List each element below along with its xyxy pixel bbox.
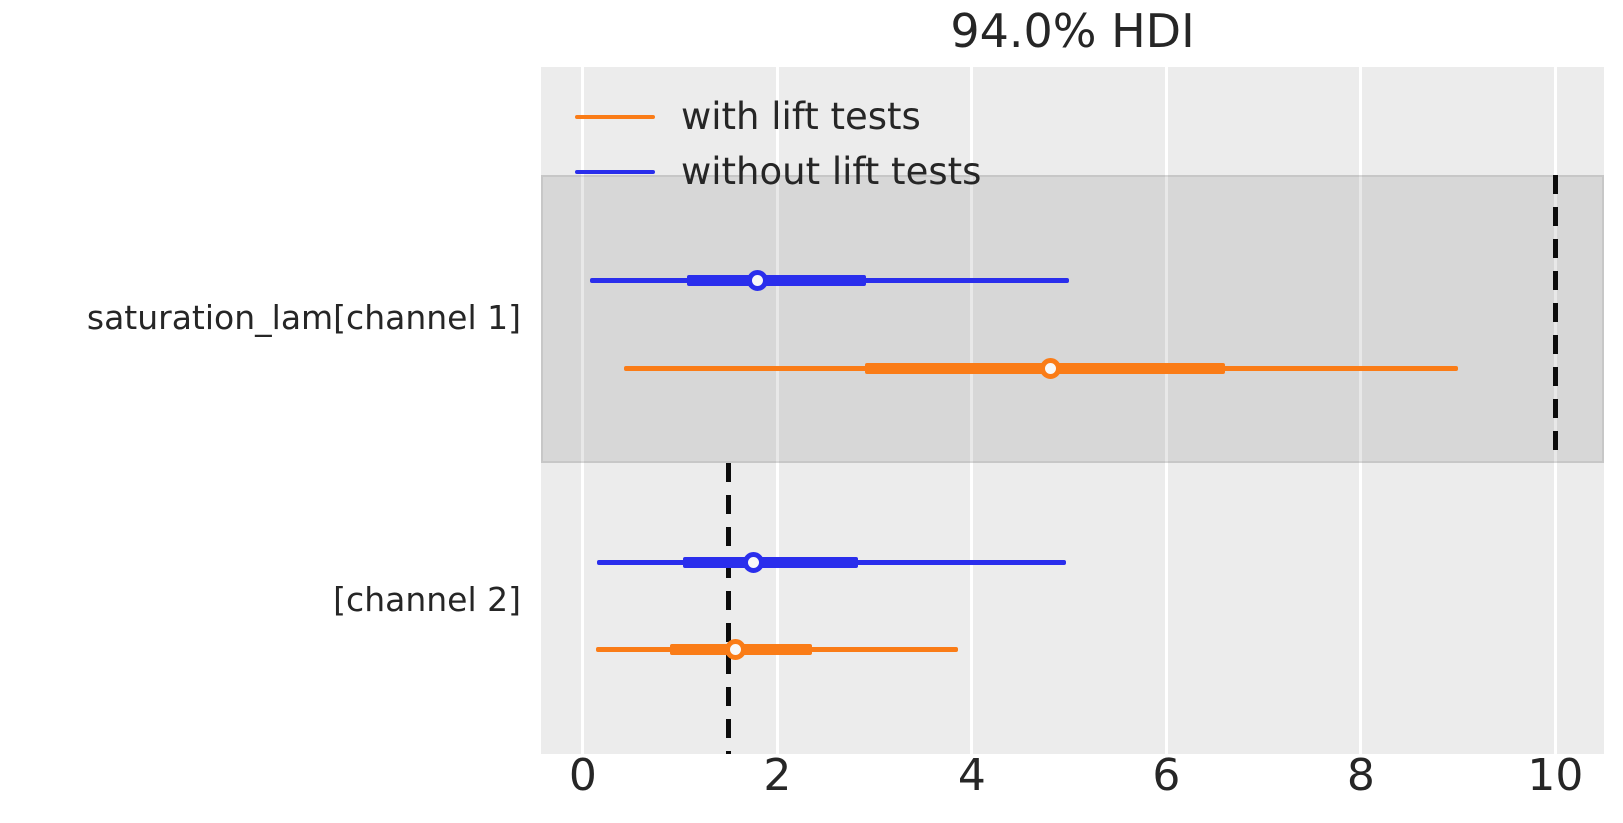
legend-label-with-lift-tests: with lift tests xyxy=(681,95,921,138)
reference-line-10 xyxy=(1552,175,1558,463)
iqr-line xyxy=(682,556,859,568)
row-shading-band xyxy=(541,175,1604,463)
legend-item-without-lift-tests: without lift tests xyxy=(575,144,981,199)
legend-item-with-lift-tests: with lift tests xyxy=(575,89,981,144)
gridline-x-6 xyxy=(1164,67,1168,754)
median-marker xyxy=(747,269,769,291)
median-marker xyxy=(725,638,746,660)
gridline-x-2 xyxy=(775,67,779,754)
iqr-line xyxy=(686,274,866,286)
x-tick-label-10: 10 xyxy=(1527,750,1584,801)
gridline-x-4 xyxy=(970,67,974,754)
y-axis-label-channel-1: saturation_lam[channel 1] xyxy=(86,298,521,337)
gridline-x-0 xyxy=(581,67,585,754)
x-tick-label-6: 6 xyxy=(1152,750,1181,801)
legend-line-with-lift-tests-icon xyxy=(575,114,655,119)
median-marker xyxy=(742,551,764,573)
legend: with lift tests without lift tests xyxy=(575,89,981,199)
x-tick-label-0: 0 xyxy=(568,750,597,801)
chart-title: 94.0% HDI xyxy=(950,4,1195,58)
y-axis-label-channel-2: [channel 2] xyxy=(333,580,521,619)
plot-area: with lift tests without lift tests xyxy=(541,67,1604,754)
gridline-x-8 xyxy=(1359,67,1363,754)
x-tick-label-2: 2 xyxy=(763,750,792,801)
x-tick-label-4: 4 xyxy=(957,750,986,801)
median-marker xyxy=(1040,357,1062,379)
reference-line-1.5 xyxy=(726,463,732,754)
x-tick-label-8: 8 xyxy=(1346,750,1375,801)
legend-label-without-lift-tests: without lift tests xyxy=(681,150,982,193)
legend-line-without-lift-tests-icon xyxy=(575,169,655,174)
